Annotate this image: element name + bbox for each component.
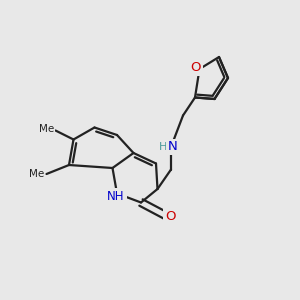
Text: NH: NH xyxy=(107,190,125,203)
Text: Me: Me xyxy=(29,169,44,179)
Text: O: O xyxy=(191,61,201,74)
Text: O: O xyxy=(165,209,175,223)
Text: H: H xyxy=(159,142,168,152)
Text: N: N xyxy=(168,140,177,154)
Text: Me: Me xyxy=(39,124,54,134)
